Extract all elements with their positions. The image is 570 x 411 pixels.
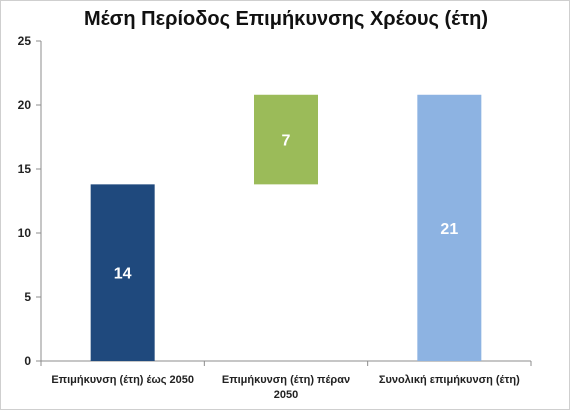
y-tick-label: 15 <box>18 162 32 176</box>
bar-value-label: 14 <box>114 266 132 283</box>
bar-2 <box>254 94 318 185</box>
chart-title: Μέση Περίοδος Επιμήκυνσης Χρέους (έτη) <box>84 8 488 30</box>
bar-3 <box>417 94 482 361</box>
category-label: Επιμήκυνση (έτη) έως 2050 <box>51 374 194 386</box>
category-label: 2050 <box>274 389 298 401</box>
category-label: Επιμήκυνση (έτη) πέραν <box>222 374 350 386</box>
y-tick-label: 0 <box>24 354 31 368</box>
bar-value-label: 21 <box>440 221 458 238</box>
y-tick-label: 20 <box>18 98 32 112</box>
bar-value-label: 7 <box>282 133 291 150</box>
y-tick-label: 10 <box>18 226 32 240</box>
y-tick-label: 5 <box>24 290 31 304</box>
category-label: Συνολική επιμήκυνση (έτη) <box>379 374 520 386</box>
bar-1 <box>90 184 155 361</box>
y-tick-label: 25 <box>18 34 32 48</box>
